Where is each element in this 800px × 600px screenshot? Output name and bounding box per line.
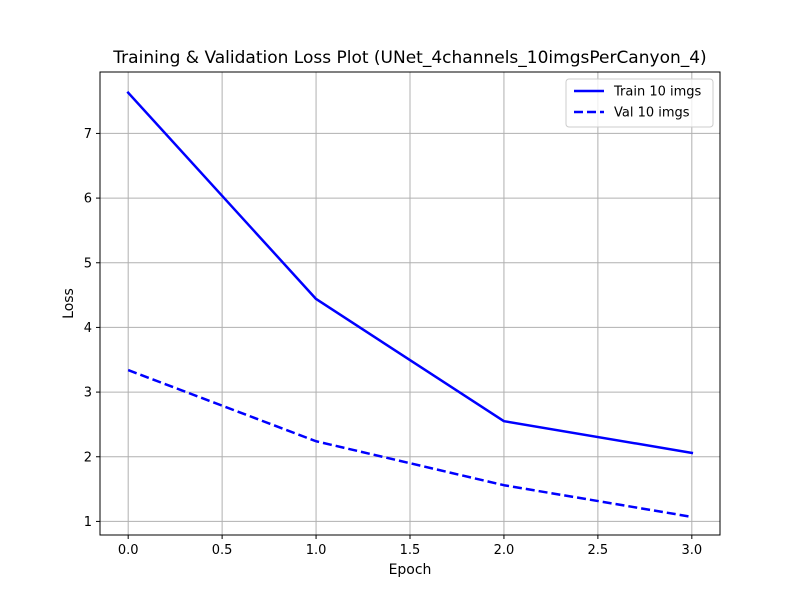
x-tick-label: 3.0 [681,543,702,558]
grid [100,72,720,535]
x-tick-label: 0.5 [212,543,233,558]
val-loss-line [127,368,693,519]
y-tick-label: 1 [84,515,92,530]
x-tick-label: 1.5 [400,543,421,558]
x-tick-label: 2.0 [494,543,515,558]
series-lines [126,90,694,519]
y-tick-label: 6 [84,192,92,207]
y-axis-label: Loss [61,288,77,319]
y-tick-label: 7 [84,127,92,142]
y-tick-label: 4 [84,321,92,336]
legend-label: Train 10 imgs [613,85,702,100]
train-loss-line [126,90,694,455]
x-tick-label: 2.5 [588,543,609,558]
y-tick-label: 5 [84,256,92,271]
y-tick-label: 2 [84,450,92,465]
x-tick-label: 1.0 [306,543,327,558]
axis-ticks: 0.0 0.5 1.0 1.5 2.0 2.5 3.0 1 2 3 4 5 6 7 [84,127,702,558]
chart-title: Training & Validation Loss Plot (UNet_4c… [112,48,706,68]
x-axis-label: Epoch [389,562,432,578]
x-tick-label: 0.0 [118,543,139,558]
legend: Train 10 imgs Val 10 imgs [565,78,714,128]
legend-label: Val 10 imgs [614,106,690,121]
y-tick-label: 3 [84,386,92,401]
